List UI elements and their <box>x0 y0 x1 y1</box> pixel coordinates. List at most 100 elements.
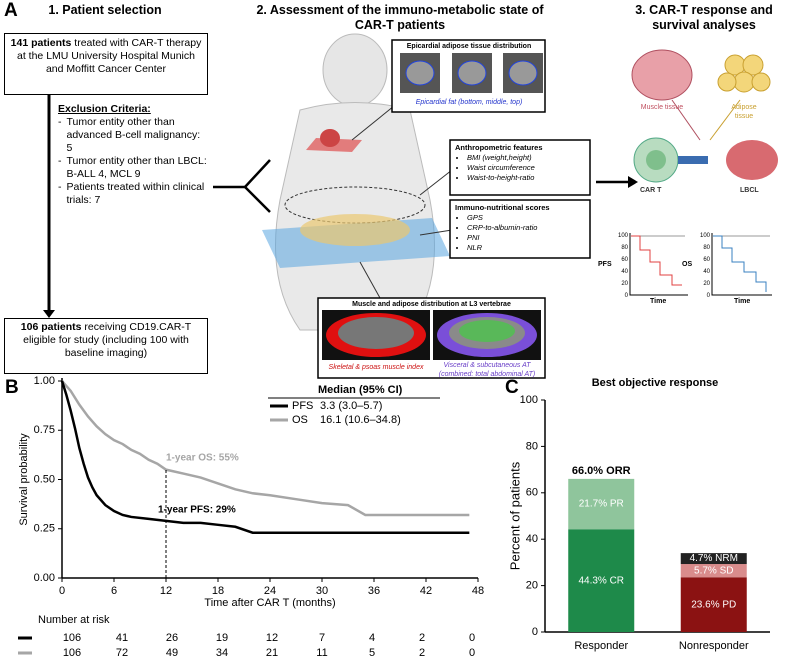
mini-tick: 100 <box>699 233 710 239</box>
risk-count: 0 <box>469 647 475 659</box>
anthro-box <box>449 139 591 196</box>
mini-tick: 100 <box>617 233 628 239</box>
box-text: 106 patients receiving CD19.CAR-T eligib… <box>8 321 204 360</box>
text: treated with CAR-T therapy at the LMU Un… <box>17 37 202 75</box>
count: 106 patients <box>20 321 82 333</box>
value-label: 5.7% SD <box>694 565 733 576</box>
exclusion-item: - Patients treated within clinical trials… <box>58 181 208 207</box>
legend-label: OS <box>292 414 308 426</box>
bullet: - <box>58 116 62 128</box>
risk-count: 4 <box>369 632 375 644</box>
annotation: 66.0% ORR <box>572 465 631 477</box>
risk-title: Number at risk <box>38 614 110 626</box>
mini-tick: 40 <box>703 269 710 275</box>
risk-count: 2 <box>419 632 425 644</box>
mini-tick: 80 <box>621 245 628 251</box>
x-tick-label: 36 <box>368 585 380 597</box>
mini-tick: 20 <box>621 281 628 287</box>
y-tick-label: 0 <box>532 626 538 638</box>
risk-count: 2 <box>419 647 425 659</box>
list-item: NLR <box>467 243 587 253</box>
x-tick-label: 42 <box>420 585 432 597</box>
y-tick-label: 60 <box>526 487 538 499</box>
y-tick-label: 100 <box>520 394 538 406</box>
risk-count: 49 <box>166 647 178 659</box>
arrowhead <box>43 310 55 318</box>
immuno: Immuno-nutritional scoresGPSCRP-to-album… <box>455 203 587 253</box>
immuno-box <box>449 199 591 259</box>
annotation: 1-year OS: 55% <box>166 453 239 464</box>
count: 141 patients <box>10 37 72 49</box>
mini-tick: 40 <box>621 269 628 275</box>
y-axis-title: Survival probability <box>18 433 30 526</box>
bar-segment <box>568 478 635 530</box>
step-title: 3. CAR-T response and survival analyses <box>635 3 773 32</box>
box-title: Anthropometric features <box>455 143 543 152</box>
risk-count: 34 <box>216 647 228 659</box>
y-tick-label: 1.00 <box>34 375 55 387</box>
y-tick-label: 40 <box>526 533 538 545</box>
caption: Skeletal & psoas muscle index <box>328 364 424 371</box>
mini-km-plots <box>629 233 772 296</box>
tissue-label: Muscle tissue <box>640 104 684 111</box>
mini-tick: 60 <box>703 257 710 263</box>
bar-segment <box>680 577 747 632</box>
survival-curve <box>60 380 470 534</box>
mini-ticks: 100 80 60 40 20 0 <box>612 230 628 302</box>
panel-label: A <box>4 0 18 21</box>
risk-count: 7 <box>319 632 325 644</box>
legend-title: Median (95% CI) <box>318 384 403 396</box>
mini-x-label: Time <box>650 298 667 305</box>
y-axis-title: Percent of patients <box>507 461 522 570</box>
step-title: 2. Assessment of the immuno-metabolic st… <box>256 3 544 32</box>
tissue-illustrations <box>631 49 778 183</box>
legend-label: PFS <box>292 400 313 412</box>
x-tick-label: 24 <box>264 585 276 597</box>
risk-count: 72 <box>116 647 128 659</box>
x-tick-label: 18 <box>212 585 224 597</box>
box-title: Epicardial adipose tissue distribution <box>406 43 532 50</box>
mini-ticks: 100 80 60 40 20 0 <box>694 230 710 302</box>
panel-label: C <box>505 377 519 398</box>
x-tick-label: Responder <box>574 640 628 652</box>
box-title: Muscle and adipose distribution at L3 ve… <box>352 301 511 308</box>
bar-segment <box>680 553 747 565</box>
box-title: Immuno-nutritional scores <box>455 203 550 212</box>
y-tick-label: 0.75 <box>34 424 55 436</box>
ct-images <box>322 310 541 360</box>
x-tick-label: Nonresponder <box>679 640 749 652</box>
box <box>4 33 208 95</box>
list: GPSCRP-to-albumin-ratioPNINLR <box>455 213 587 253</box>
risk-count: 12 <box>266 632 278 644</box>
value-label: 44.3% CR <box>578 575 624 586</box>
y-tick-label: 0.50 <box>34 473 55 485</box>
step-title: 1. Patient selection <box>48 3 162 17</box>
chart-title: Best objective response <box>592 377 719 389</box>
mini-y-label: OS <box>682 261 693 268</box>
y-tick-label: 80 <box>526 440 538 452</box>
caption: Epicardial fat (bottom, middle, top) <box>415 99 523 106</box>
mini-tick: 20 <box>703 281 710 287</box>
box <box>4 318 208 374</box>
exclusion-text: Tumor entity other than advanced B-cell … <box>66 116 201 154</box>
exclusion-list: - Tumor entity other than advanced B-cell… <box>58 116 208 207</box>
value-label: 23.6% PD <box>691 599 736 610</box>
list-item: BMI (weight,height) <box>467 153 587 163</box>
arrowhead <box>628 176 638 188</box>
tissue-label: Adipose tissue <box>731 104 757 120</box>
risk-count: 5 <box>369 647 375 659</box>
bullet: - <box>58 181 62 193</box>
mini-tick: 0 <box>706 293 710 299</box>
bar-segment <box>568 529 635 632</box>
value-label: 21.7% PR <box>579 499 624 510</box>
panel-label: B <box>5 377 19 398</box>
annotation: 1-year PFS: 29% <box>158 505 236 516</box>
legend-median: 3.3 (3.0–5.7) <box>320 400 382 412</box>
x-tick-label: 12 <box>160 585 172 597</box>
mini-tick: 60 <box>621 257 628 263</box>
list-item: Waist-to-height-ratio <box>467 173 587 183</box>
list-item: CRP-to-albumin-ratio <box>467 223 587 233</box>
x-tick-label: 30 <box>316 585 328 597</box>
